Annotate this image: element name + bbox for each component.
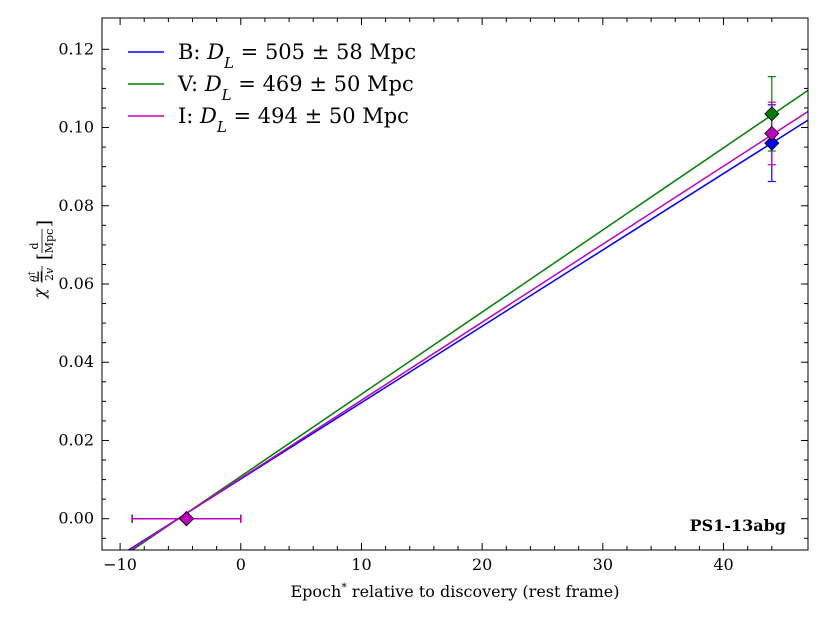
legend-entry-I: I: DL = 494 ± 50 Mpc — [178, 104, 409, 136]
y-tick-label: 0.00 — [58, 509, 94, 528]
series-line-I — [128, 110, 808, 550]
legend-entry-B: B: DL = 505 ± 58 Mpc — [178, 40, 416, 72]
y-tick-label: 0.04 — [58, 352, 94, 371]
x-tick-label: −10 — [103, 555, 137, 574]
series-lines — [127, 89, 808, 550]
y-tick-label: 0.12 — [58, 39, 94, 58]
plot-area — [102, 18, 808, 550]
y-tick-label: 0.10 — [58, 118, 94, 137]
svg-text:[: [ — [34, 253, 55, 260]
y-tick-label: 0.02 — [58, 430, 94, 449]
y-axis-label: χ = — [30, 270, 49, 299]
y-axis: 0.00 0.02 0.04 0.06 0.08 0.10 0.12 — [58, 39, 808, 539]
svg-text:Mpc: Mpc — [43, 229, 56, 253]
data-point-I — [178, 511, 195, 527]
svg-text:]: ] — [34, 220, 55, 227]
x-tick-label: 30 — [593, 555, 613, 574]
x-tick-label: 40 — [713, 555, 733, 574]
data-point-B — [764, 135, 780, 151]
data-point-I — [764, 125, 780, 141]
svg-text:χ =: χ = — [30, 270, 49, 299]
y-tick-label: 0.08 — [58, 196, 94, 215]
series-line-V — [131, 89, 808, 550]
y-axis-label-fraction: θ† 2v [ d Mpc ] — [27, 220, 56, 283]
data-markers — [178, 106, 780, 527]
data-point-V — [764, 106, 780, 122]
x-tick-label: 0 — [236, 555, 246, 574]
svg-text:d: d — [28, 242, 41, 249]
x-axis: −10 0 10 20 30 40 — [103, 18, 773, 574]
object-annotation: PS1-13abg — [690, 516, 786, 535]
x-axis-label: Epoch* relative to discovery (rest frame… — [291, 581, 620, 602]
x-tick-label: 20 — [472, 555, 492, 574]
x-tick-label: 10 — [351, 555, 371, 574]
y-tick-label: 0.06 — [58, 274, 94, 293]
legend-entry-V: V: DL = 469 ± 50 Mpc — [177, 72, 414, 104]
svg-text:θ†: θ† — [27, 271, 42, 282]
svg-text:2v: 2v — [43, 267, 56, 281]
